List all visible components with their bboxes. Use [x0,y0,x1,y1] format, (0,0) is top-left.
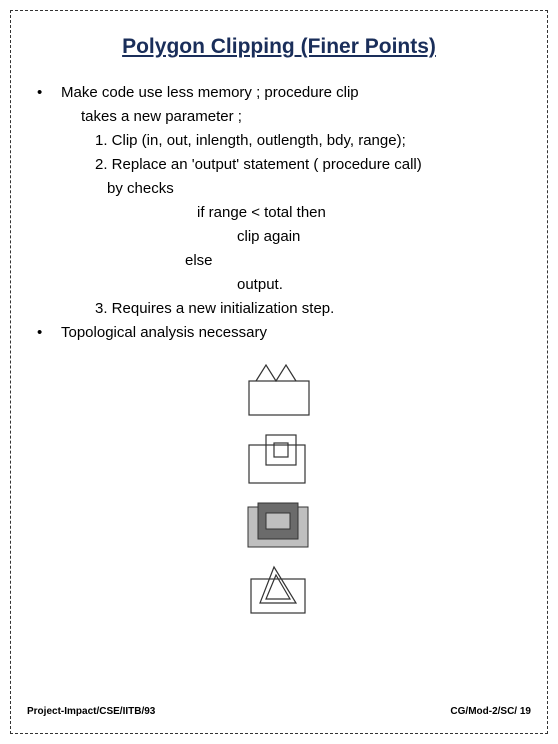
footer-left: Project-Impact/CSE/IITB/93 [27,706,155,717]
bullet-1-text: Make code use less memory ; procedure cl… [61,81,521,105]
list-item-2: 2. Replace an 'output' statement ( proce… [37,153,521,177]
bullet-1-line2: takes a new parameter ; [37,105,521,129]
diagram-group [37,363,521,617]
list-item-2a: by checks [37,177,521,201]
bullet-dot: • [37,321,61,345]
list-item-1: 1. Clip (in, out, inlength, outlength, b… [37,129,521,153]
bullet-2: • Topological analysis necessary [37,321,521,345]
page-title: Polygon Clipping (Finer Points) [11,11,547,59]
bullet-2-text: Topological analysis necessary [61,321,521,345]
if-line: if range < total then [37,201,521,225]
bullet-dot: • [37,81,61,105]
diagram-2 [244,433,314,487]
footer: Project-Impact/CSE/IITB/93 CG/Mod-2/SC/ … [27,706,531,717]
output-line: output. [37,273,521,297]
clip-again-line: clip again [37,225,521,249]
list-item-3: 3. Requires a new initialization step. [37,297,521,321]
bullet-1: • Make code use less memory ; procedure … [37,81,521,105]
diagram-4 [246,565,312,617]
diagram-1 [244,363,314,419]
footer-right: CG/Mod-2/SC/ 19 [450,706,531,717]
diagram-3 [246,501,312,551]
content-body: • Make code use less memory ; procedure … [11,81,547,617]
else-line: else [37,249,521,273]
